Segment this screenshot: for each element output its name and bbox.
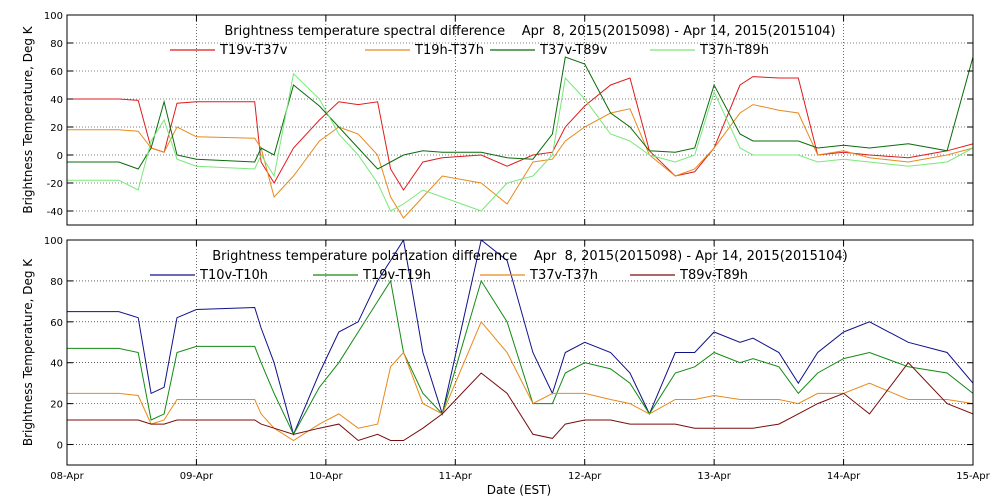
series-line-T37v-T89v [67,56,973,170]
y-tick-label: 20 [50,123,63,134]
x-tick-label: 12-Apr [568,471,602,482]
legend-entry: T37h-T89h [699,43,769,58]
series-line-T89v-T89h [67,361,973,442]
y-tick-label: 40 [50,359,63,370]
y-tick-label: -40 [47,207,63,218]
y-tick-label: -20 [47,179,63,190]
legend-entry: T19h-T37h [414,43,484,58]
y-axis-label: Brightness Temperature, Deg K [21,258,35,446]
y-tick-label: 0 [57,151,63,162]
series-line-T19h-T37h [67,104,973,219]
chart-title: Brightness temperature spectral differen… [224,24,835,39]
series-line-T19v-T37v [67,76,973,191]
y-tick-label: 0 [57,441,63,452]
x-tick-label: 09-Apr [180,471,214,482]
panel-polarization-difference: 0 20 40 60 80 100 08-Apr 09-Apr 10-Apr 11-Apr 12-A… [21,236,991,482]
plot-frame [66,14,974,226]
legend-entry: T37v-T89v [539,43,608,58]
y-tick-label: 60 [50,318,63,329]
y-axis-label: Brightness Temperature, Deg K [21,25,35,213]
x-tick-label: 13-Apr [697,471,731,482]
y-tick-label: 80 [50,277,63,288]
series-line-T37h-T89h [67,72,973,212]
panel-spectral-difference: -40 -20 0 20 40 60 80 100 Brightness Temperature… [21,11,974,226]
x-tick-label: 11-Apr [439,471,473,482]
legend-entry: T37v-T37h [529,268,598,283]
x-axis-label: Date (EST) [487,483,551,497]
x-tick-label: 14-Apr [827,471,861,482]
chart-title: Brightness temperature polarization diff… [212,249,848,264]
plot-frame [66,239,974,466]
series-line-T37v-T37h [67,320,973,442]
x-tick-label: 08-Apr [50,471,84,482]
y-tick-label: 80 [50,39,63,50]
y-tick-label: 100 [44,11,63,22]
x-tick-label: 15-Apr [956,471,990,482]
y-tick-label: 100 [44,236,63,247]
y-tick-label: 20 [50,400,63,411]
y-tick-label: 40 [50,95,63,106]
x-tick-label: 10-Apr [309,471,343,482]
legend-entry: T89v-T89h [679,268,748,283]
legend-entry: T10v-T10h [199,268,268,283]
series-line-T19v-T19h [67,279,973,436]
series-line-T10v-T10h [67,240,973,436]
legend-entry: T19v-T37v [219,43,288,58]
legend-entry: T19v-T19h [362,268,431,283]
y-tick-label: 60 [50,67,63,78]
